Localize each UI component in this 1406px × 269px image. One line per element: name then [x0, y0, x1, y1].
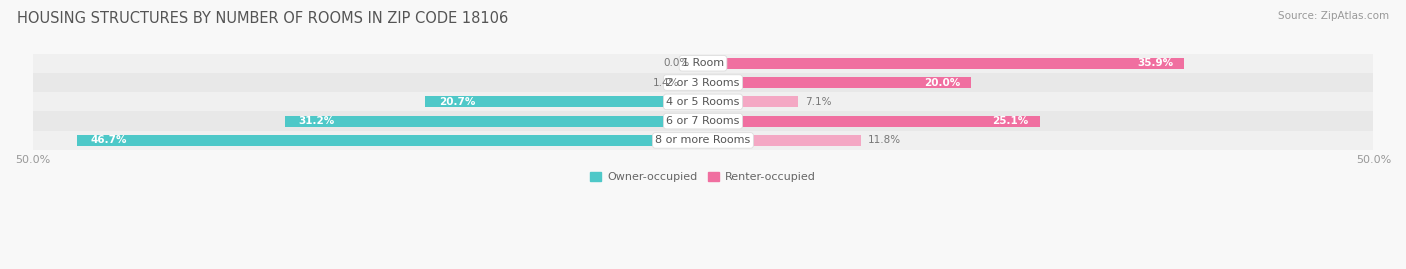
- Bar: [703, 77, 972, 88]
- Bar: [703, 135, 862, 146]
- Bar: [77, 135, 703, 146]
- Text: 31.2%: 31.2%: [298, 116, 335, 126]
- Text: HOUSING STRUCTURES BY NUMBER OF ROOMS IN ZIP CODE 18106: HOUSING STRUCTURES BY NUMBER OF ROOMS IN…: [17, 11, 508, 26]
- Bar: [426, 96, 703, 107]
- Text: 7.1%: 7.1%: [804, 97, 831, 107]
- Text: 35.9%: 35.9%: [1137, 58, 1174, 68]
- Text: 6 or 7 Rooms: 6 or 7 Rooms: [666, 116, 740, 126]
- Text: 1 Room: 1 Room: [682, 58, 724, 68]
- Text: 20.7%: 20.7%: [439, 97, 475, 107]
- Bar: [32, 131, 1374, 150]
- Text: Source: ZipAtlas.com: Source: ZipAtlas.com: [1278, 11, 1389, 21]
- Bar: [32, 54, 1374, 73]
- Text: 11.8%: 11.8%: [868, 135, 901, 146]
- Bar: [284, 116, 703, 127]
- Bar: [703, 116, 1039, 127]
- Bar: [703, 58, 1184, 69]
- Text: 46.7%: 46.7%: [90, 135, 127, 146]
- Text: 8 or more Rooms: 8 or more Rooms: [655, 135, 751, 146]
- Text: 4 or 5 Rooms: 4 or 5 Rooms: [666, 97, 740, 107]
- Bar: [32, 111, 1374, 131]
- Bar: [32, 92, 1374, 111]
- Bar: [685, 77, 703, 88]
- Bar: [703, 96, 799, 107]
- Text: 0.0%: 0.0%: [664, 58, 689, 68]
- Text: 2 or 3 Rooms: 2 or 3 Rooms: [666, 77, 740, 88]
- Legend: Owner-occupied, Renter-occupied: Owner-occupied, Renter-occupied: [586, 168, 820, 187]
- Text: 20.0%: 20.0%: [924, 77, 960, 88]
- Text: 25.1%: 25.1%: [993, 116, 1029, 126]
- Text: 1.4%: 1.4%: [652, 77, 679, 88]
- Bar: [32, 73, 1374, 92]
